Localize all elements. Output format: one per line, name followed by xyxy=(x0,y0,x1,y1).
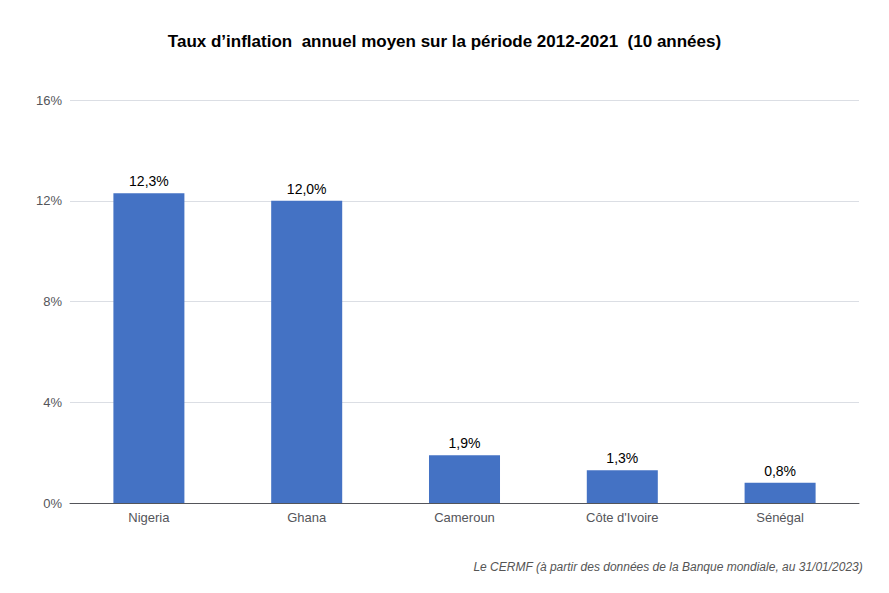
svg-text:Côte d'Ivoire: Côte d'Ivoire xyxy=(586,510,659,525)
svg-text:1,9%: 1,9% xyxy=(449,435,481,451)
svg-text:4%: 4% xyxy=(43,395,62,410)
svg-text:1,3%: 1,3% xyxy=(606,450,638,466)
svg-text:12%: 12% xyxy=(36,193,62,208)
svg-text:8%: 8% xyxy=(43,294,62,309)
svg-text:16%: 16% xyxy=(36,93,62,108)
svg-text:Ghana: Ghana xyxy=(287,510,327,525)
svg-text:Taux d’inflation annuel moyen: Taux d’inflation annuel moyen sur la pér… xyxy=(168,32,721,51)
svg-text:12,3%: 12,3% xyxy=(129,173,169,189)
svg-text:Le CERMF (à partir des données: Le CERMF (à partir des données de la Ban… xyxy=(473,560,862,574)
svg-text:Nigeria: Nigeria xyxy=(128,510,170,525)
svg-text:0%: 0% xyxy=(43,496,62,511)
svg-text:0,8%: 0,8% xyxy=(764,463,796,479)
svg-text:Sénégal: Sénégal xyxy=(756,510,804,525)
svg-text:Cameroun: Cameroun xyxy=(434,510,495,525)
svg-text:12,0%: 12,0% xyxy=(287,181,327,197)
